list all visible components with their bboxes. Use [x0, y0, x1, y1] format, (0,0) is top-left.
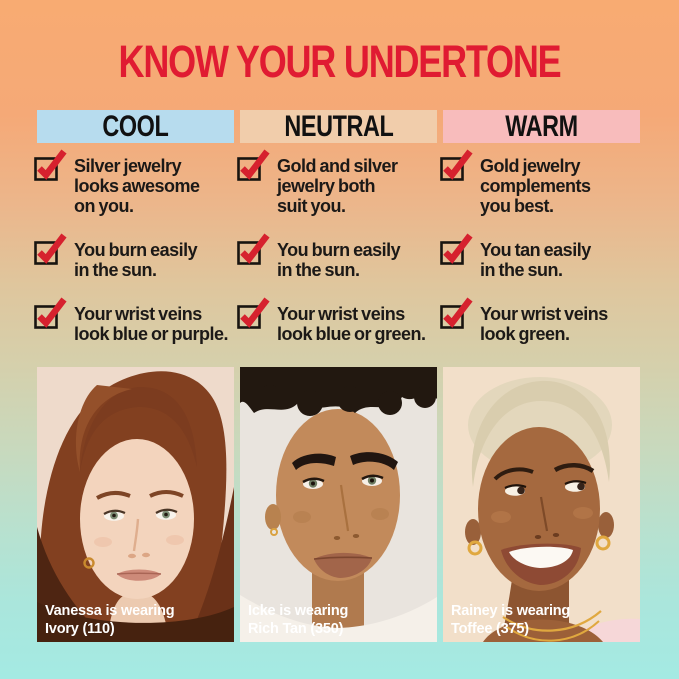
- model-photos-row: Vanessa is wearing Ivory (110): [37, 367, 640, 642]
- checklist-text: You burn easily in the sun.: [277, 240, 401, 280]
- checklist-item: Gold and silver jewelry both suit you.: [237, 149, 437, 216]
- column-header-cool-label: COOL: [102, 109, 169, 143]
- checklist-item: Your wrist veins look blue or purple.: [34, 297, 234, 344]
- checklist-text: You burn easily in the sun.: [74, 240, 198, 280]
- checked-checkbox-icon: [440, 149, 473, 181]
- checklist-text: Your wrist veins look blue or green.: [277, 304, 426, 344]
- checked-checkbox-icon: [440, 297, 473, 329]
- column-header-warm-label: WARM: [505, 109, 578, 143]
- checked-checkbox-icon: [237, 297, 270, 329]
- checklist-text: Silver jewelry looks awesome on you.: [74, 156, 200, 216]
- column-header-neutral: NEUTRAL: [240, 110, 437, 143]
- checklist-text: Gold and silver jewelry both suit you.: [277, 156, 398, 216]
- model-portrait-cool: [37, 367, 234, 642]
- checklist-text: Gold jewelry complements you best.: [480, 156, 591, 216]
- checked-checkbox-icon: [34, 297, 67, 329]
- photo-caption-cool: Vanessa is wearing Ivory (110): [45, 603, 175, 637]
- checklist-text: Your wrist veins look blue or purple.: [74, 304, 229, 344]
- checked-checkbox-icon: [237, 149, 270, 181]
- columns-grid: COOL Silver jewelry looks awesome on you…: [34, 110, 640, 344]
- checklist-item: Your wrist veins look green.: [440, 297, 640, 344]
- photo-caption-warm: Rainey is wearing Toffee (375): [451, 603, 571, 637]
- checked-checkbox-icon: [440, 233, 473, 265]
- checked-checkbox-icon: [34, 149, 67, 181]
- checklist-text: Your wrist veins look green.: [480, 304, 608, 344]
- checklist-item: Your wrist veins look blue or green.: [237, 297, 437, 344]
- column-header-neutral-label: NEUTRAL: [283, 109, 394, 143]
- checklist-cool: Silver jewelry looks awesome on you. You…: [34, 149, 234, 344]
- model-portrait-warm: [443, 367, 640, 642]
- checklist-warm: Gold jewelry complements you best. You t…: [440, 149, 640, 344]
- checklist-neutral: Gold and silver jewelry both suit you. Y…: [237, 149, 437, 344]
- column-header-warm: WARM: [443, 110, 640, 143]
- model-photo-neutral: Icke is wearing Rich Tan (350): [240, 367, 437, 642]
- checklist-item: You burn easily in the sun.: [237, 233, 437, 280]
- column-warm: WARM Gold jewelry complements you best. …: [440, 110, 640, 344]
- checklist-item: Gold jewelry complements you best.: [440, 149, 640, 216]
- checklist-text: You tan easily in the sun.: [480, 240, 591, 280]
- column-cool: COOL Silver jewelry looks awesome on you…: [34, 110, 234, 344]
- checklist-item: You burn easily in the sun.: [34, 233, 234, 280]
- column-neutral: NEUTRAL Gold and silver jewelry both sui…: [237, 110, 437, 344]
- checked-checkbox-icon: [34, 233, 67, 265]
- photo-caption-neutral: Icke is wearing Rich Tan (350): [248, 603, 349, 637]
- checklist-item: Silver jewelry looks awesome on you.: [34, 149, 234, 216]
- model-photo-warm: Rainey is wearing Toffee (375): [443, 367, 640, 642]
- page-title: KNOW YOUR UNDERTONE: [118, 36, 562, 87]
- model-portrait-neutral: [240, 367, 437, 642]
- column-header-cool: COOL: [37, 110, 234, 143]
- checklist-item: You tan easily in the sun.: [440, 233, 640, 280]
- model-photo-cool: Vanessa is wearing Ivory (110): [37, 367, 234, 642]
- checked-checkbox-icon: [237, 233, 270, 265]
